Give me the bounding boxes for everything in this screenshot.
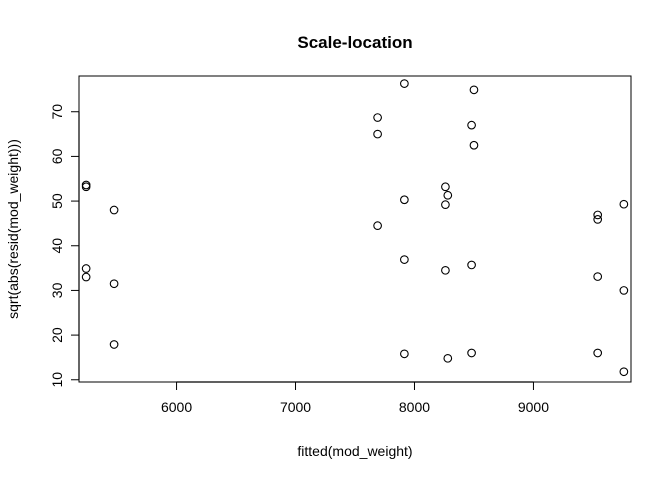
- y-tick-label: 40: [49, 238, 65, 254]
- data-point: [467, 348, 476, 358]
- data-point: [443, 353, 453, 363]
- data-point: [593, 215, 603, 224]
- y-tick-label: 60: [49, 148, 65, 164]
- data-point: [593, 348, 603, 358]
- data-point: [400, 195, 409, 205]
- data-point: [441, 200, 450, 210]
- x-axis: 6000 7000 8000 9000: [161, 381, 549, 415]
- y-tick-label: 70: [49, 104, 65, 120]
- y-tick-label: 20: [49, 327, 65, 343]
- data-point: [467, 260, 476, 270]
- data-point: [467, 120, 476, 130]
- y-tick-label: 50: [49, 193, 65, 209]
- data-point: [469, 140, 479, 150]
- chart-title: Scale-location: [297, 33, 412, 52]
- data-point: [81, 264, 91, 273]
- data-point: [81, 180, 91, 190]
- y-tick-label: 30: [49, 282, 65, 298]
- data-point: [443, 190, 453, 200]
- data-point: [109, 205, 119, 215]
- data-point: [373, 221, 382, 230]
- data-point: [109, 279, 119, 289]
- data-point: [81, 182, 91, 192]
- y-axis-label: sqrt(abs(resid(mod_weight))): [5, 139, 21, 319]
- data-point: [441, 182, 450, 192]
- y-tick-label: 10: [49, 372, 65, 388]
- data-point: [619, 199, 629, 209]
- x-tick-label: 7000: [280, 399, 311, 415]
- data-point: [619, 286, 629, 295]
- x-tick-label: 6000: [161, 399, 192, 415]
- x-tick-label: 8000: [399, 399, 430, 415]
- data-point: [373, 129, 382, 139]
- y-axis: 10 20 30 40 50 60 70: [49, 104, 80, 388]
- data-points: [81, 79, 629, 377]
- x-axis-label: fitted(mod_weight): [297, 443, 412, 459]
- x-tick-label: 9000: [518, 399, 549, 415]
- data-point: [109, 340, 119, 349]
- data-point: [441, 265, 450, 275]
- data-point: [593, 210, 603, 220]
- plot-frame: [78, 75, 632, 383]
- data-point: [81, 272, 91, 282]
- data-point: [400, 349, 409, 359]
- data-point: [619, 367, 629, 377]
- data-point: [400, 79, 409, 88]
- data-point: [400, 255, 409, 264]
- data-point: [593, 272, 603, 281]
- data-point: [373, 113, 382, 122]
- data-point: [469, 85, 479, 95]
